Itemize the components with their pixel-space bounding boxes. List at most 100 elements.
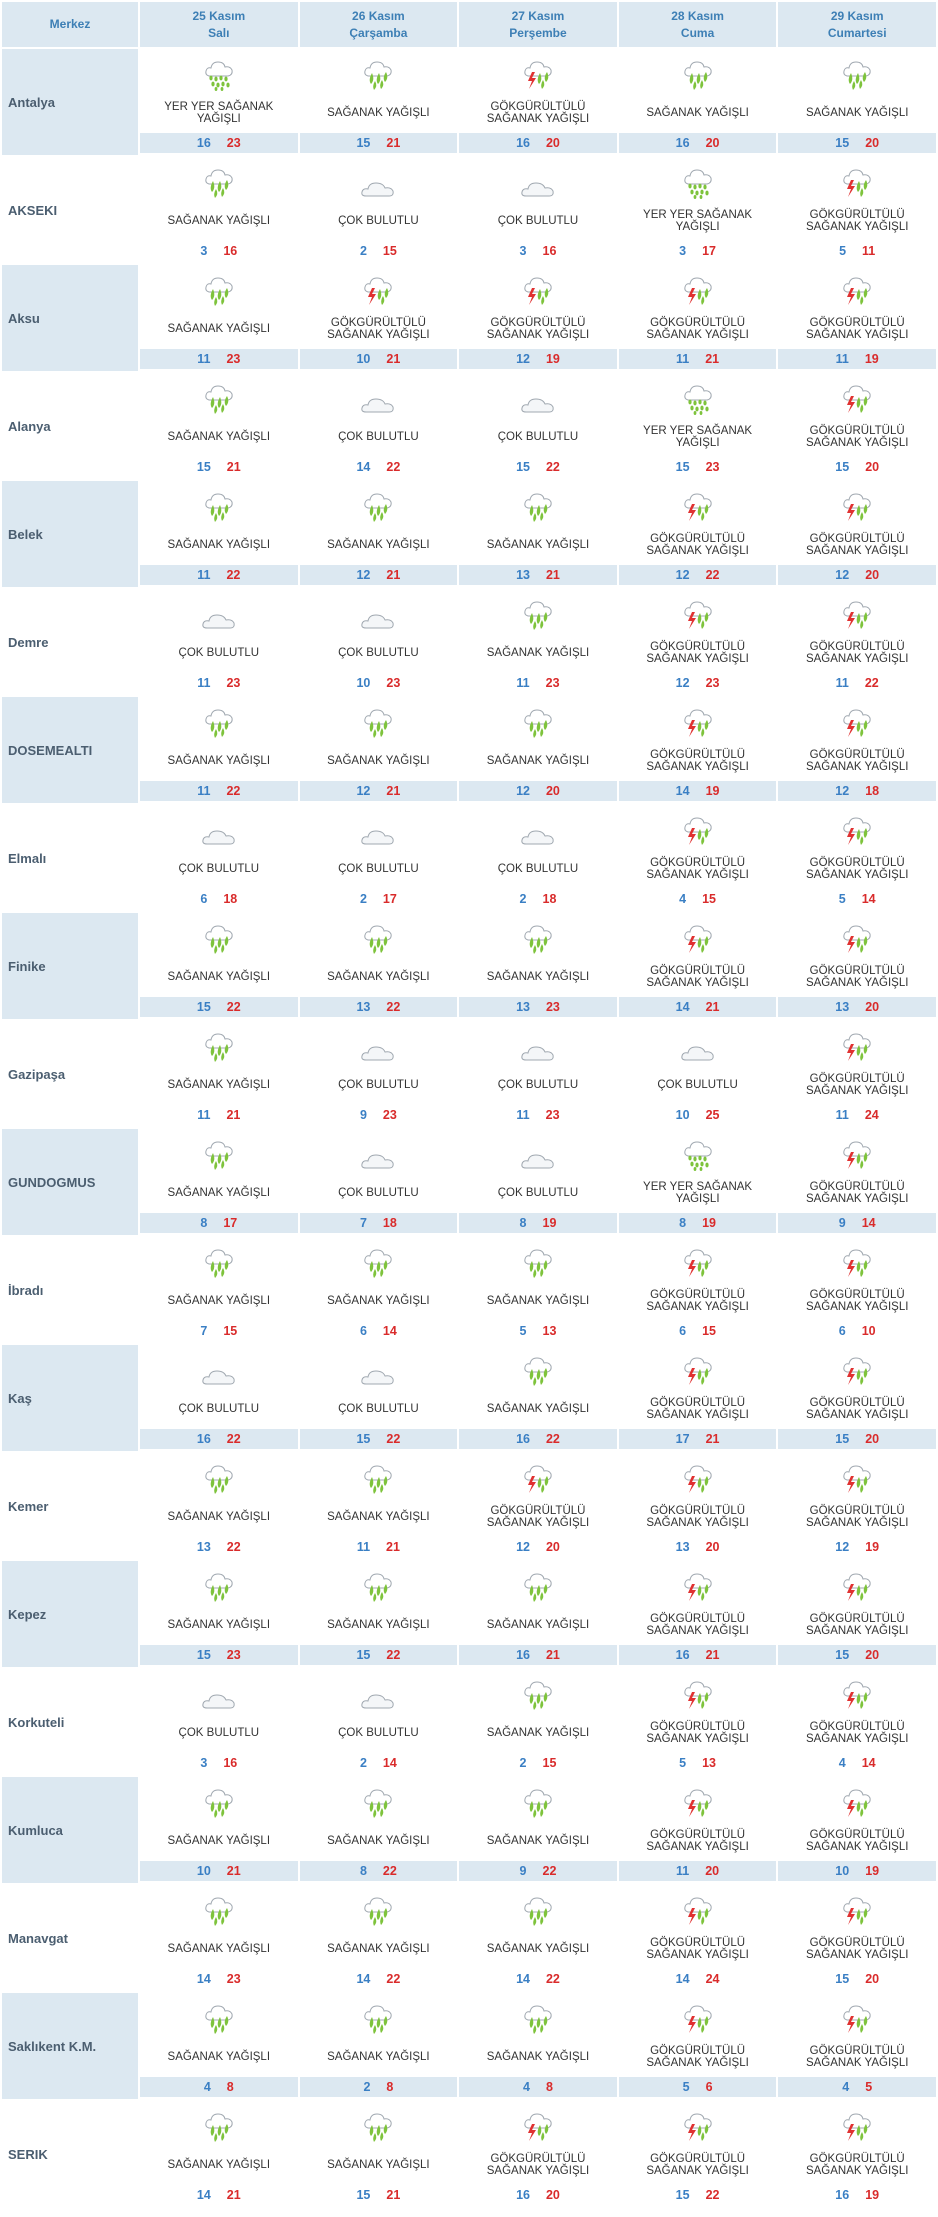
forecast-cell-content: SAĞANAK YAĞIŞLI 4 8 [459, 1993, 617, 2099]
forecast-cell-content: GÖKGÜRÜLTÜLÜ SAĞANAK YAĞIŞLI 15 20 [778, 373, 936, 479]
temperature-range: 11 21 [300, 1537, 458, 1557]
min-temp: 6 [679, 1324, 687, 1338]
temperature-range: 16 23 [140, 133, 298, 153]
max-temp: 19 [545, 352, 560, 366]
min-temp: 14 [675, 1972, 690, 1986]
condition-label: ÇOK BULUTLU [178, 647, 260, 659]
city-row: Antalya YER YER SAĞANAK YAĞIŞLI 16 23 SAĞANA… [2, 49, 936, 155]
showers-icon [300, 481, 458, 525]
min-temp: 15 [196, 460, 211, 474]
forecast-cell: SAĞANAK YAĞIŞLI 15 21 [300, 2101, 458, 2207]
forecast-cell-content: SAĞANAK YAĞIŞLI 14 22 [459, 1885, 617, 1991]
forecast-cell: ÇOK BULUTLU 11 23 [459, 1021, 617, 1127]
min-temp: 15 [516, 460, 530, 474]
forecast-cell: SAĞANAK YAĞIŞLI 4 8 [459, 1993, 617, 2099]
day-header: 28 Kasım Cuma [618, 2, 777, 47]
cloudy-icon [459, 1129, 617, 1173]
forecast-cell: GÖKGÜRÜLTÜLÜ SAĞANAK YAĞIŞLI 12 20 [459, 1453, 617, 1559]
city-row: İbradı SAĞANAK YAĞIŞLI 7 15 SAĞANAK YAĞIŞLI 6… [2, 1237, 936, 1343]
showers-icon [459, 481, 617, 525]
forecast-cell: SAĞANAK YAĞIŞLI 3 16 [140, 157, 298, 263]
forecast-cell-content: SAĞANAK YAĞIŞLI 13 22 [140, 1453, 298, 1559]
scattered-showers-icon [140, 49, 298, 93]
condition-label: SAĞANAK YAĞIŞLI [167, 2051, 271, 2063]
forecast-cell: GÖKGÜRÜLTÜLÜ SAĞANAK YAĞIŞLI 12 22 [618, 481, 777, 587]
thunderstorm-icon [619, 805, 777, 849]
forecast-cell-content: GÖKGÜRÜLTÜLÜ SAĞANAK YAĞIŞLI 11 21 [618, 265, 777, 371]
temperature-range: 8 19 [459, 1213, 617, 1233]
max-temp: 19 [705, 784, 720, 798]
thunderstorm-icon [619, 481, 777, 525]
condition-label: SAĞANAK YAĞIŞLI [486, 539, 590, 551]
max-temp: 16 [542, 244, 557, 258]
city-row: Alanya SAĞANAK YAĞIŞLI 15 21 ÇOK BULUTLU 14 22… [2, 373, 936, 479]
showers-icon [300, 697, 458, 741]
thunderstorm-icon [778, 373, 936, 417]
forecast-cell-content: GÖKGÜRÜLTÜLÜ SAĞANAK YAĞIŞLI 4 5 [778, 1993, 936, 2099]
min-temp: 5 [839, 244, 847, 258]
condition-label: ÇOK BULUTLU [497, 431, 579, 443]
max-temp: 8 [545, 2080, 553, 2094]
condition-label: ÇOK BULUTLU [178, 863, 260, 875]
max-temp: 23 [226, 1648, 241, 1662]
temperature-range: 9 22 [459, 1861, 617, 1881]
forecast-cell-content: GÖKGÜRÜLTÜLÜ SAĞANAK YAĞIŞLI 15 22 [619, 2101, 777, 2207]
showers-icon [459, 589, 617, 633]
forecast-cell: GÖKGÜRÜLTÜLÜ SAĞANAK YAĞIŞLI 4 5 [778, 1993, 936, 2099]
forecast-cell-content: GÖKGÜRÜLTÜLÜ SAĞANAK YAĞIŞLI 5 14 [778, 805, 936, 911]
condition-label: ÇOK BULUTLU [338, 1187, 419, 1199]
showers-icon [140, 1453, 298, 1497]
cloudy-icon [300, 1345, 458, 1389]
max-temp: 23 [545, 1108, 560, 1122]
condition-label: SAĞANAK YAĞIŞLI [327, 1295, 430, 1307]
min-temp: 14 [516, 1972, 530, 1986]
thunderstorm-icon [778, 1453, 936, 1497]
forecast-cell: GÖKGÜRÜLTÜLÜ SAĞANAK YAĞIŞLI 14 19 [618, 697, 777, 803]
day-date: 28 Kasım [671, 8, 724, 23]
forecast-cell-content: ÇOK BULUTLU 2 17 [300, 805, 458, 911]
condition-label: SAĞANAK YAĞIŞLI [167, 323, 271, 335]
forecast-cell-content: SAĞANAK YAĞIŞLI 10 21 [140, 1777, 298, 1883]
showers-icon [140, 1561, 298, 1605]
min-temp: 15 [196, 1000, 211, 1014]
forecast-cell: SAĞANAK YAĞIŞLI 11 22 [140, 697, 298, 803]
temperature-range: 8 22 [299, 1861, 458, 1881]
forecast-cell-content: GÖKGÜRÜLTÜLÜ SAĞANAK YAĞIŞLI 14 24 [619, 1885, 777, 1991]
city-row: AKSEKI SAĞANAK YAĞIŞLI 3 16 ÇOK BULUTLU 2 15 ÇO… [2, 157, 936, 263]
min-temp: 13 [675, 1540, 690, 1554]
temperature-range: 3 16 [459, 241, 617, 261]
forecast-cell: SAĞANAK YAĞIŞLI 13 23 [459, 913, 617, 1019]
max-temp: 10 [861, 1324, 876, 1338]
temperature-range: 16 21 [618, 1645, 777, 1665]
min-temp: 16 [675, 1648, 690, 1662]
max-temp: 11 [862, 244, 876, 258]
max-temp: 15 [223, 1324, 238, 1338]
day-date: 26 Kasım [352, 8, 405, 23]
temperature-range: 3 16 [140, 1753, 298, 1773]
thunderstorm-icon [619, 1669, 777, 1713]
condition-label: ÇOK BULUTLU [178, 1403, 260, 1415]
temperature-range: 16 19 [778, 2185, 936, 2205]
forecast-cell: GÖKGÜRÜLTÜLÜ SAĞANAK YAĞIŞLI 11 24 [778, 1021, 936, 1127]
forecast-cell: ÇOK BULUTLU 10 25 [619, 1021, 777, 1127]
max-temp: 23 [226, 136, 241, 150]
condition-label: GÖKGÜRÜLTÜLÜ SAĞANAK YAĞIŞLI [805, 533, 909, 557]
min-temp: 8 [519, 1216, 527, 1230]
min-temp: 15 [356, 136, 371, 150]
temperature-range: 3 17 [619, 241, 777, 261]
showers-icon [459, 1993, 617, 2037]
forecast-cell-content: GÖKGÜRÜLTÜLÜ SAĞANAK YAĞIŞLI 12 22 [618, 481, 777, 587]
city-name: Manavgat [8, 1931, 68, 1946]
forecast-cell-content: SAĞANAK YAĞIŞLI 14 22 [300, 1885, 458, 1991]
max-temp: 23 [705, 676, 720, 690]
condition-label: GÖKGÜRÜLTÜLÜ SAĞANAK YAĞIŞLI [646, 1613, 749, 1637]
min-temp: 12 [516, 1540, 530, 1554]
forecast-cell: GÖKGÜRÜLTÜLÜ SAĞANAK YAĞIŞLI 10 19 [778, 1777, 936, 1883]
forecast-cell: GÖKGÜRÜLTÜLÜ SAĞANAK YAĞIŞLI 10 21 [299, 265, 458, 371]
temperature-range: 13 23 [459, 997, 617, 1017]
forecast-cell: YER YER SAĞANAK YAĞIŞLI 8 19 [618, 1129, 777, 1235]
condition-label: GÖKGÜRÜLTÜLÜ SAĞANAK YAĞIŞLI [646, 533, 749, 557]
showers-icon [140, 265, 298, 309]
max-temp: 6 [705, 2080, 713, 2094]
